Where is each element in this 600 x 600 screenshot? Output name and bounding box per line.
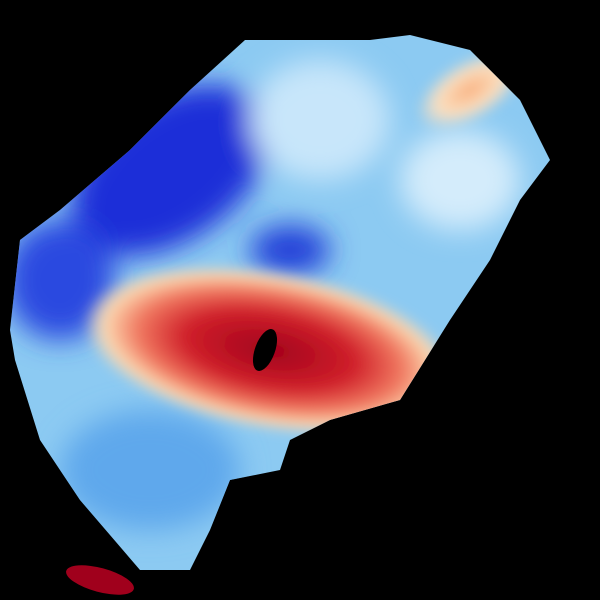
outbound-echo <box>66 565 134 595</box>
dark-blue-area <box>250 225 330 275</box>
light-area <box>250 60 390 180</box>
mid-blue-area <box>60 410 240 530</box>
light-area <box>400 130 520 230</box>
radar-center <box>252 329 278 371</box>
